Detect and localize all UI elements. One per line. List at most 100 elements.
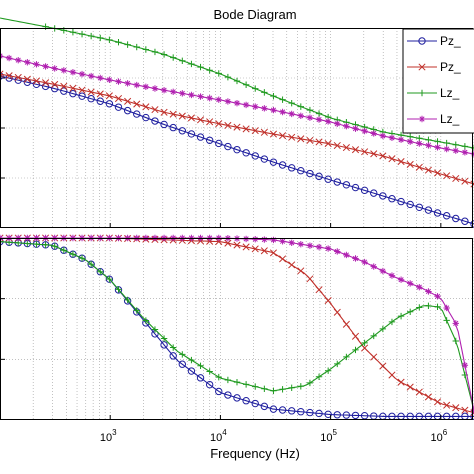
data-point-x xyxy=(306,275,314,283)
data-point-x xyxy=(187,114,195,122)
data-point-star xyxy=(306,114,314,121)
data-point-star xyxy=(279,108,286,116)
data-point-plus xyxy=(206,368,213,375)
series-magnitude-3 xyxy=(0,17,474,152)
data-point-plus xyxy=(397,312,405,320)
legend-item: Lz_ xyxy=(407,112,460,126)
data-point-star xyxy=(434,144,441,151)
data-point-star xyxy=(315,116,323,123)
data-point-circle xyxy=(187,367,196,375)
data-point-star xyxy=(343,251,350,259)
data-point-circle xyxy=(342,411,351,419)
data-point-circle xyxy=(442,212,451,220)
data-point-plus xyxy=(443,139,450,147)
data-point-x xyxy=(415,388,423,396)
data-point-plus xyxy=(188,356,195,364)
data-point-plus xyxy=(160,51,168,58)
data-point-star xyxy=(425,142,432,149)
data-point-x xyxy=(324,297,332,305)
data-point-star xyxy=(416,140,423,147)
data-point-plus xyxy=(151,48,159,56)
data-point-x xyxy=(224,121,232,129)
data-point-x xyxy=(342,144,350,152)
data-point-plus xyxy=(142,46,150,53)
data-point-plus xyxy=(24,240,31,247)
data-point-x xyxy=(215,120,223,128)
data-point-circle xyxy=(415,203,424,211)
phase-panel xyxy=(0,234,474,421)
phase-plot-area xyxy=(0,238,474,420)
data-point-x xyxy=(142,103,150,111)
data-point-x xyxy=(361,148,369,156)
data-point-plus xyxy=(361,339,368,347)
data-point-plus xyxy=(169,344,177,351)
data-point-circle xyxy=(260,155,269,163)
data-point-circle xyxy=(333,411,341,419)
magnitude-panel xyxy=(0,17,474,228)
data-point-star xyxy=(261,236,268,243)
data-point-x xyxy=(424,393,432,401)
data-point-x xyxy=(370,353,378,361)
data-point-x xyxy=(87,88,95,96)
data-point-circle xyxy=(205,380,214,389)
data-point-x xyxy=(361,344,369,352)
data-point-x xyxy=(306,136,314,144)
data-point-star xyxy=(352,125,359,132)
data-point-x xyxy=(178,112,186,120)
data-point-star xyxy=(97,74,104,82)
data-point-plus xyxy=(297,103,305,110)
data-point-circle xyxy=(388,195,396,203)
data-point-star xyxy=(379,267,387,275)
data-point-plus xyxy=(297,383,305,390)
data-point-x xyxy=(224,239,232,247)
data-point-circle xyxy=(315,409,323,418)
data-point-x xyxy=(351,332,360,340)
data-point-star xyxy=(279,238,286,245)
data-point-circle xyxy=(251,152,259,160)
data-point-circle xyxy=(224,391,232,399)
series-magnitude-2 xyxy=(0,70,474,188)
data-point-circle xyxy=(242,397,250,405)
data-point-x xyxy=(333,308,341,316)
data-point-star xyxy=(252,236,259,243)
data-point-star xyxy=(87,72,95,80)
data-point-x xyxy=(379,362,387,370)
data-point-x xyxy=(206,237,214,245)
data-point-plus xyxy=(288,384,295,392)
data-point-x xyxy=(406,160,414,168)
data-point-star xyxy=(233,99,241,107)
data-point-plus xyxy=(288,99,295,107)
phase-frame xyxy=(0,238,473,420)
data-point-circle xyxy=(0,72,4,80)
data-point-circle xyxy=(370,189,378,197)
data-point-star xyxy=(324,245,332,252)
data-point-circle xyxy=(187,130,196,138)
data-point-star xyxy=(78,70,86,78)
data-point-plus xyxy=(51,243,58,250)
data-point-plus xyxy=(452,337,459,345)
data-point-star xyxy=(69,69,77,76)
data-point-plus xyxy=(242,381,250,388)
data-point-circle xyxy=(324,175,332,183)
data-point-plus xyxy=(324,367,332,374)
data-point-star xyxy=(5,54,13,62)
data-point-star xyxy=(334,248,341,255)
data-point-circle xyxy=(333,178,341,186)
data-point-plus xyxy=(60,247,68,254)
data-point-star xyxy=(452,320,459,327)
data-point-star xyxy=(361,258,368,266)
data-point-plus xyxy=(370,332,377,340)
data-point-star xyxy=(352,255,359,262)
data-point-x xyxy=(233,241,241,249)
data-point-plus xyxy=(261,89,268,96)
data-point-plus xyxy=(224,73,232,81)
data-point-x xyxy=(196,116,205,124)
data-point-x xyxy=(443,172,451,180)
data-point-x xyxy=(452,174,460,183)
data-point-star xyxy=(397,276,405,283)
data-point-star xyxy=(379,132,387,140)
data-point-star xyxy=(461,362,469,369)
data-point-star xyxy=(115,78,122,85)
data-point-star xyxy=(179,90,186,97)
data-point-x xyxy=(333,141,341,150)
